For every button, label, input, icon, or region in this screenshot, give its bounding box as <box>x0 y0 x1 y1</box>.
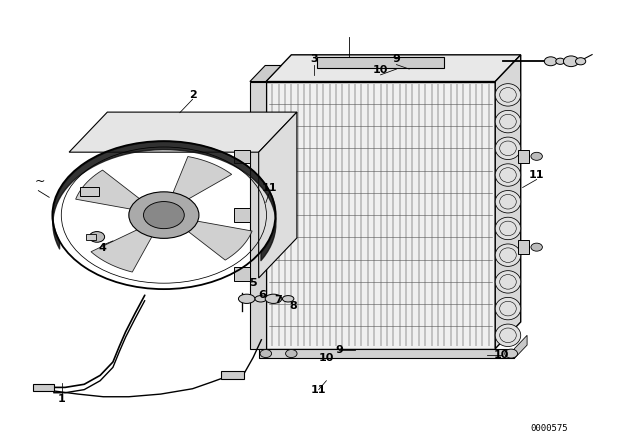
Text: 5: 5 <box>249 278 257 288</box>
Text: 1: 1 <box>58 393 66 404</box>
Bar <box>33 384 54 391</box>
Text: 10: 10 <box>319 353 334 362</box>
Text: 4: 4 <box>98 243 106 254</box>
Bar <box>518 150 529 163</box>
Polygon shape <box>515 335 527 358</box>
Bar <box>317 57 444 68</box>
Bar <box>221 371 244 379</box>
Bar <box>80 187 99 196</box>
Ellipse shape <box>495 84 521 106</box>
Polygon shape <box>91 228 153 272</box>
Polygon shape <box>259 112 297 278</box>
Ellipse shape <box>495 217 521 240</box>
Text: 3: 3 <box>310 54 317 64</box>
Circle shape <box>260 349 271 358</box>
Polygon shape <box>186 220 252 260</box>
Ellipse shape <box>495 297 521 320</box>
Text: 6: 6 <box>259 290 267 300</box>
Ellipse shape <box>495 110 521 133</box>
Text: 7: 7 <box>275 295 282 305</box>
Bar <box>259 349 515 358</box>
Bar <box>266 82 495 349</box>
Circle shape <box>556 58 564 65</box>
Circle shape <box>563 56 579 67</box>
Text: 2: 2 <box>189 90 196 100</box>
Ellipse shape <box>282 296 294 302</box>
Bar <box>234 267 250 280</box>
Bar <box>234 208 250 222</box>
Ellipse shape <box>495 137 521 159</box>
Text: 8: 8 <box>289 302 297 311</box>
Polygon shape <box>172 156 232 200</box>
Text: 10: 10 <box>494 350 509 360</box>
Text: 9: 9 <box>392 54 401 64</box>
Bar <box>86 234 96 240</box>
Polygon shape <box>266 55 521 82</box>
Ellipse shape <box>495 164 521 186</box>
Ellipse shape <box>129 192 199 238</box>
Bar <box>234 150 250 163</box>
Polygon shape <box>495 55 521 349</box>
Ellipse shape <box>255 296 266 302</box>
Ellipse shape <box>495 190 521 213</box>
Circle shape <box>90 232 104 242</box>
Circle shape <box>531 243 542 251</box>
Circle shape <box>544 57 557 66</box>
Polygon shape <box>76 170 141 210</box>
Circle shape <box>505 349 518 358</box>
Bar <box>250 82 266 349</box>
Text: 11: 11 <box>261 183 276 194</box>
Ellipse shape <box>265 294 282 303</box>
Text: ~: ~ <box>35 175 45 188</box>
Text: 10: 10 <box>373 65 388 75</box>
Text: 9: 9 <box>335 345 343 354</box>
Polygon shape <box>69 112 297 152</box>
Bar <box>518 241 529 254</box>
Ellipse shape <box>495 271 521 293</box>
Ellipse shape <box>239 294 255 303</box>
Ellipse shape <box>495 324 521 346</box>
Circle shape <box>285 349 297 358</box>
Ellipse shape <box>495 244 521 267</box>
Circle shape <box>575 58 586 65</box>
Text: 11: 11 <box>529 170 545 180</box>
Text: 11: 11 <box>311 385 326 395</box>
Ellipse shape <box>143 202 184 228</box>
Text: 0000575: 0000575 <box>531 424 568 433</box>
Polygon shape <box>250 65 281 82</box>
Circle shape <box>531 152 542 160</box>
